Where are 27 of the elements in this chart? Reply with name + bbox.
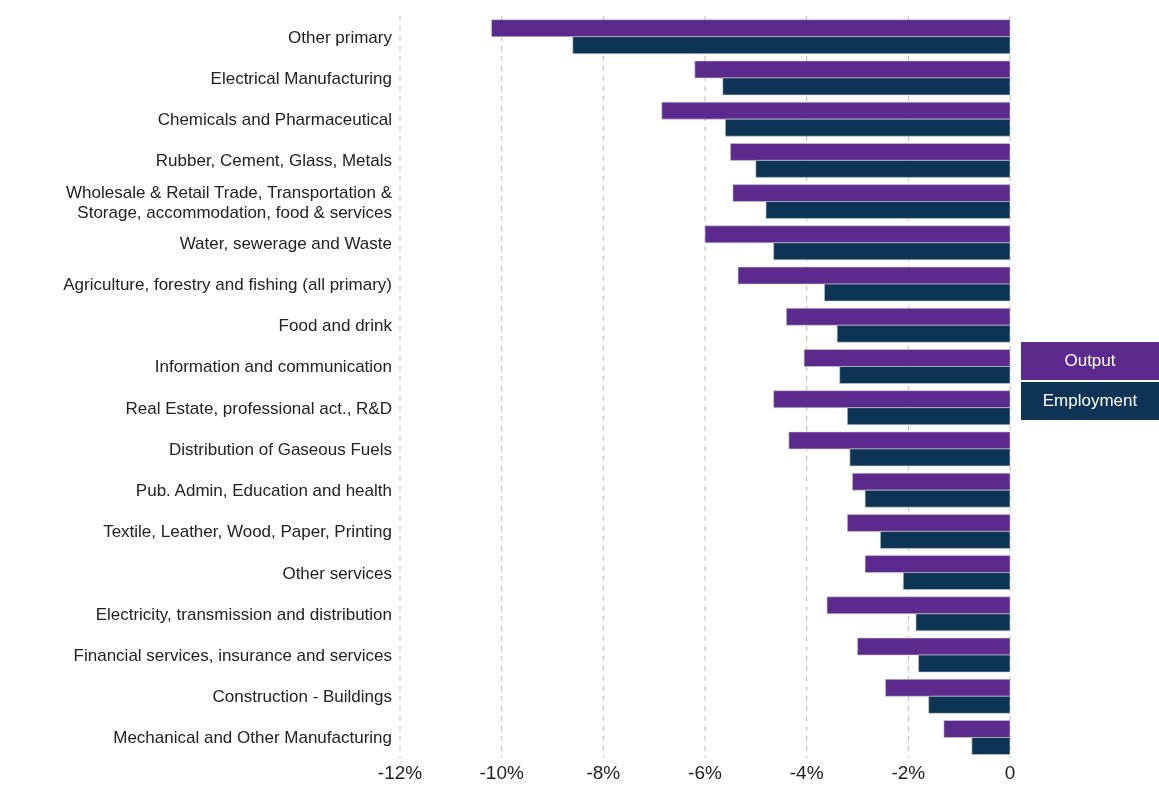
y-tick-label: Agriculture, forestry and fishing (all primary) <box>63 274 392 294</box>
series-label: Employment <box>1021 382 1159 420</box>
y-tick-label: Other primary <box>288 27 393 47</box>
y-tick-label: Pub. Admin, Education and health <box>135 480 392 500</box>
y-tick-label: Information and communication <box>154 356 392 376</box>
x-tick-label: -8% <box>586 762 621 784</box>
y-tick-label: Real Estate, professional act., R&D <box>125 398 392 418</box>
x-tick-label: -6% <box>688 762 722 784</box>
y-tick-label: Distribution of Gaseous Fuels <box>169 439 392 459</box>
y-tick-label: Wholesale & Retail Trade, Transportation & Storage, accommodation, food & services <box>66 182 393 221</box>
x-tick-label: 0 <box>1004 762 1016 784</box>
y-tick-label: Electricity, transmission and distribution <box>95 604 392 624</box>
y-tick-label: Other services <box>282 563 392 582</box>
y-tick-label: Financial services, insurance and services <box>73 645 392 665</box>
y-tick-label: Mechanical and Other Manufacturing <box>113 727 392 747</box>
y-tick-label: Chemicals and Pharmaceutical <box>157 109 392 129</box>
y-tick-label: Electrical Manufacturing <box>210 68 392 88</box>
x-tick-label: -10% <box>479 762 524 784</box>
y-tick-label: Food and drink <box>278 315 393 335</box>
x-tick-label: -4% <box>789 762 824 784</box>
text: Output <box>1021 342 1159 380</box>
y-tick-label: Water, sewerage and Waste <box>179 233 392 253</box>
x-tick-label: -2% <box>891 762 926 784</box>
y-tick-label: Rubber, Cement, Glass, Metals <box>155 150 392 170</box>
y-tick-label: Textile, Leather, Wood, Paper, Printing <box>103 521 392 541</box>
x-tick-label: -12% <box>377 762 423 784</box>
y-tick-label: Construction - Buildings <box>212 686 392 706</box>
